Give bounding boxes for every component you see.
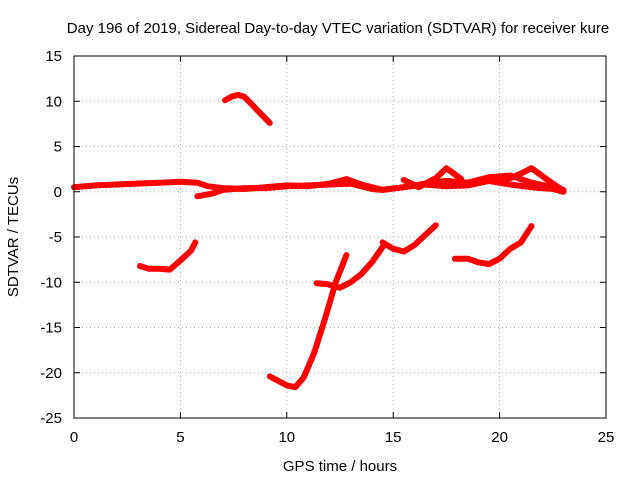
x-tick-label: 10 [278, 429, 295, 446]
y-tick-label: -10 [40, 274, 62, 291]
chart-title: Day 196 of 2019, Sidereal Day-to-day VTE… [67, 20, 609, 37]
series-segment-14h [379, 222, 439, 255]
series-band-lower [194, 177, 567, 200]
x-tick-label: 5 [176, 429, 184, 446]
y-tick-label: 10 [45, 93, 62, 110]
x-tick-label: 0 [70, 429, 78, 446]
chart-ticks: 0 5 10 15 20 25 -25 -20 -15 -10 -5 0 5 10 15 [40, 48, 614, 446]
series-segment-07h [222, 91, 273, 126]
x-axis-title: GPS time / hours [283, 458, 397, 475]
y-tick-label: 0 [54, 184, 62, 201]
y-tick-label: 15 [45, 48, 62, 65]
series-segment-16h [400, 165, 465, 191]
plot-frame [73, 55, 607, 419]
chart-series [71, 91, 567, 391]
x-tick-label: 15 [385, 429, 402, 446]
x-tick-label: 20 [491, 429, 508, 446]
series-segment-20h [492, 165, 567, 194]
x-tick-label: 25 [598, 429, 615, 446]
y-tick-label: -5 [49, 229, 62, 246]
y-tick-label: -20 [40, 365, 62, 382]
series-segment-11h [313, 244, 386, 291]
series-segment-03h [137, 239, 199, 273]
chart-grid [74, 56, 606, 418]
y-axis-title: SDTVAR / TECUs [5, 177, 22, 297]
y-tick-label: -25 [40, 410, 62, 427]
y-tick-label: -15 [40, 320, 62, 337]
y-tick-label: 5 [54, 139, 62, 156]
series-segment-18h [451, 223, 535, 268]
series-segment-09h [266, 252, 350, 391]
